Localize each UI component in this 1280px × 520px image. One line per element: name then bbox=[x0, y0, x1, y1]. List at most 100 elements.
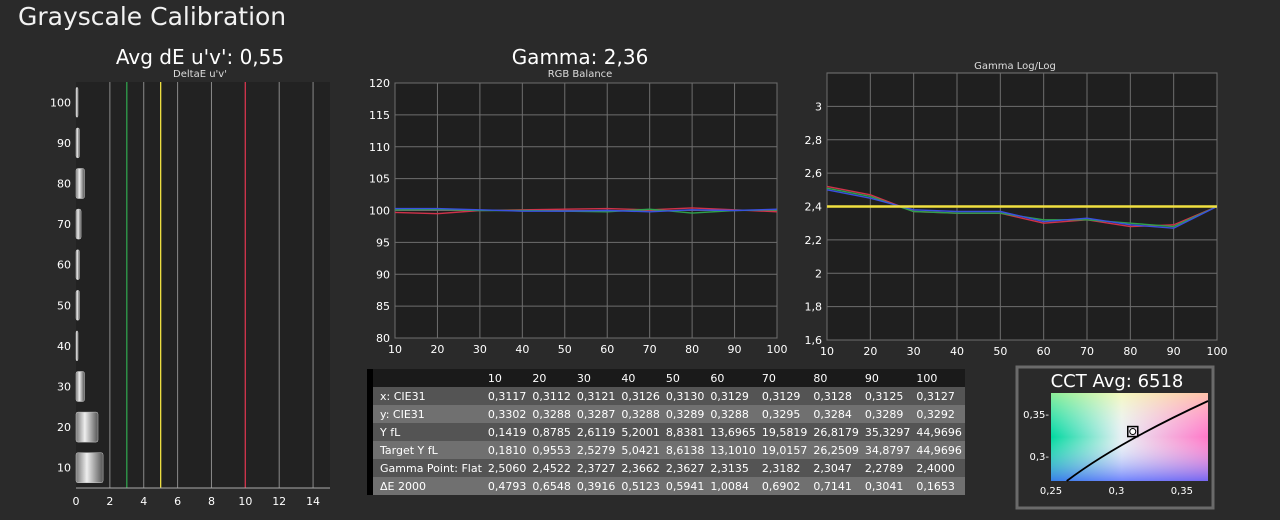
table-cell: 2,3182 bbox=[758, 459, 811, 477]
rgb-y-tick: 95 bbox=[376, 236, 390, 249]
table-cell: 0,3288 bbox=[618, 405, 663, 423]
gamma-y-tick: 1,6 bbox=[805, 334, 823, 347]
gamma-x-tick: 40 bbox=[950, 345, 964, 358]
rgb-y-tick: 100 bbox=[369, 205, 390, 218]
rgb-x-tick: 60 bbox=[600, 343, 614, 356]
table-row: Y fL 0,1419 0,8785 2,6119 5,2001 8,8381 13,696… bbox=[367, 423, 965, 441]
deltae-bar-chart: 0 2 4 6 8 10 12 14 10 20 30 40 50 60 70 80 90 100 bbox=[50, 82, 330, 508]
deltae-bar bbox=[75, 168, 85, 199]
cie-x-tick: 0,3 bbox=[1108, 486, 1124, 497]
deltae-x-tick: 10 bbox=[238, 495, 252, 508]
gamma-y-tick: 1,8 bbox=[805, 301, 823, 314]
rgb-x-tick: 70 bbox=[643, 343, 657, 356]
rgb-x-tick: 100 bbox=[767, 343, 788, 356]
rgb-x-tick: 20 bbox=[430, 343, 444, 356]
gamma-y-tick: 2,2 bbox=[805, 234, 823, 247]
table-cell: 0,6902 bbox=[758, 477, 811, 495]
rgb-x-tick: 90 bbox=[728, 343, 742, 356]
row-marker bbox=[367, 459, 373, 477]
table-cell: 0,5941 bbox=[662, 477, 708, 495]
column-header: 20 bbox=[529, 369, 574, 387]
table-cell: 0,5123 bbox=[618, 477, 663, 495]
row-label: Gamma Point: Flat bbox=[373, 459, 485, 477]
table-row: Gamma Point: Flat 2,5060 2,4522 2,3727 2,366… bbox=[367, 459, 965, 477]
table-cell: 0,3288 bbox=[529, 405, 574, 423]
gamma-x-tick: 70 bbox=[1080, 345, 1094, 358]
deltae-x-tick: 4 bbox=[140, 495, 147, 508]
deltae-x-tick: 6 bbox=[174, 495, 181, 508]
deltae-bar bbox=[75, 87, 79, 118]
rgb-x-tick: 30 bbox=[473, 343, 487, 356]
table-cell: 0,8785 bbox=[529, 423, 574, 441]
cct-avg-title: CCT Avg: 6518 bbox=[1050, 371, 1184, 392]
gamma-loglog-title: Gamma Log/Log bbox=[974, 61, 1056, 72]
gamma-x-tick: 20 bbox=[863, 345, 877, 358]
column-header: 60 bbox=[707, 369, 759, 387]
table-cell: 2,3135 bbox=[707, 459, 759, 477]
deltae-bar bbox=[75, 371, 85, 402]
rgb-y-tick: 115 bbox=[369, 109, 390, 122]
deltae-x-tick: 8 bbox=[208, 495, 215, 508]
table-cell: 35,3297 bbox=[861, 423, 914, 441]
gamma-x-tick: 100 bbox=[1207, 345, 1228, 358]
table-cell: 2,4522 bbox=[529, 459, 574, 477]
table-row: y: CIE31 0,3302 0,3288 0,3287 0,3288 0,3289 0,… bbox=[367, 405, 965, 423]
row-marker bbox=[367, 387, 373, 405]
row-label: y: CIE31 bbox=[373, 405, 485, 423]
deltae-y-tick: 40 bbox=[57, 340, 71, 353]
gamma-y-tick: 2,8 bbox=[805, 134, 823, 147]
column-header: 10 bbox=[484, 369, 530, 387]
table-cell: 44,9696 bbox=[913, 423, 965, 441]
gamma-x-tick: 30 bbox=[907, 345, 921, 358]
table-row: ΔE 2000 0,4793 0,6548 0,3916 0,5123 0,5941 1,0… bbox=[367, 477, 965, 495]
column-header: 30 bbox=[573, 369, 619, 387]
table-cell: 0,3112 bbox=[529, 387, 574, 405]
table-cell: 0,3295 bbox=[758, 405, 811, 423]
rgb-x-tick: 40 bbox=[515, 343, 529, 356]
table-cell: 0,4793 bbox=[484, 477, 530, 495]
row-marker bbox=[367, 477, 373, 495]
table-cell: 2,3627 bbox=[662, 459, 708, 477]
table-cell: 0,3289 bbox=[662, 405, 708, 423]
deltae-bar bbox=[75, 411, 99, 443]
column-header: 100 bbox=[913, 369, 965, 387]
deltae-chart-subtitle: DeltaE u'v' bbox=[173, 69, 227, 80]
deltae-x-tick: 12 bbox=[272, 495, 286, 508]
table-cell: 0,3125 bbox=[861, 387, 914, 405]
deltae-y-tick: 60 bbox=[57, 259, 71, 272]
table-cell: 0,3302 bbox=[484, 405, 530, 423]
deltae-y-tick: 70 bbox=[57, 218, 71, 231]
table-cell: 0,1653 bbox=[913, 477, 965, 495]
table-cell: 0,9553 bbox=[529, 441, 574, 459]
deltae-y-tick: 90 bbox=[57, 137, 71, 150]
measurement-table: 10 20 30 40 50 60 70 80 90 100 x: CIE31 0,3117 0,311… bbox=[367, 369, 965, 495]
gamma-y-tick: 2 bbox=[815, 267, 822, 280]
table-cell: 2,5279 bbox=[573, 441, 619, 459]
table-cell: 0,3129 bbox=[758, 387, 811, 405]
deltae-y-tick: 20 bbox=[57, 421, 71, 434]
row-marker bbox=[367, 423, 373, 441]
cie-measure-marker bbox=[1127, 425, 1139, 438]
table-header-row: 10 20 30 40 50 60 70 80 90 100 bbox=[367, 369, 965, 387]
column-header: 90 bbox=[861, 369, 914, 387]
table-cell: 0,1810 bbox=[484, 441, 530, 459]
table-cell: 8,8381 bbox=[662, 423, 708, 441]
table-cell: 0,3288 bbox=[707, 405, 759, 423]
table-cell: 2,3662 bbox=[618, 459, 663, 477]
table-cell: 0,7141 bbox=[810, 477, 862, 495]
table-cell: 0,3287 bbox=[573, 405, 619, 423]
table-cell: 5,2001 bbox=[618, 423, 663, 441]
table-cell: 0,3130 bbox=[662, 387, 708, 405]
deltae-y-tick: 100 bbox=[50, 96, 71, 109]
table-cell: 0,3127 bbox=[913, 387, 965, 405]
table-cell: 26,8179 bbox=[810, 423, 862, 441]
deltae-bar bbox=[75, 249, 80, 280]
row-label: Y fL bbox=[373, 423, 485, 441]
row-marker bbox=[367, 441, 373, 459]
table-cell: 0,3916 bbox=[573, 477, 619, 495]
deltae-y-tick: 10 bbox=[57, 462, 71, 475]
table-cell: 8,6138 bbox=[662, 441, 708, 459]
cie-x-tick: 0,25 bbox=[1040, 486, 1062, 497]
deltae-chart-title: Avg dE u'v': 0,55 bbox=[115, 45, 285, 69]
rgb-y-tick: 105 bbox=[369, 173, 390, 186]
